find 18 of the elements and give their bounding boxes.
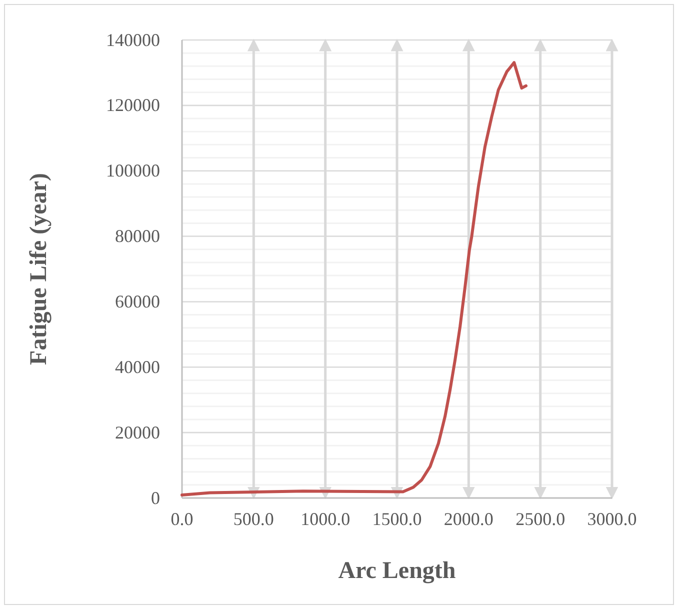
y-tick-label: 40000: [115, 356, 160, 377]
y-tick-label: 0: [151, 488, 160, 508]
x-tick-label: 2500.0: [516, 508, 566, 529]
x-tick-label: 3000.0: [587, 508, 637, 529]
x-tick-label: 1000.0: [300, 508, 350, 529]
x-tick-label: 0.0: [170, 508, 194, 529]
x-tick-label: 500.0: [233, 508, 274, 529]
y-tick-label: 20000: [115, 422, 160, 442]
y-tick-label: 80000: [115, 226, 160, 246]
y-axis-title: Fatigue Life (year): [26, 173, 52, 365]
y-tick-label: 100000: [106, 160, 160, 181]
y-tick-label: 60000: [115, 291, 160, 312]
y-tick-label: 120000: [106, 95, 160, 116]
x-axis-title: Arc Length: [338, 558, 456, 584]
y-tick-label: 140000: [106, 30, 160, 50]
x-tick-label: 2000.0: [444, 508, 494, 529]
x-tick-label: 1500.0: [372, 508, 422, 529]
line-series: [180, 61, 528, 497]
